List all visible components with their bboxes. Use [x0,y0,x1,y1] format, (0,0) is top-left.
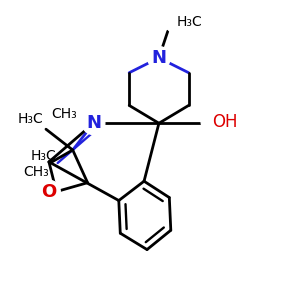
Circle shape [82,112,105,134]
Circle shape [66,103,88,126]
Text: N: N [86,114,101,132]
Text: N: N [152,49,166,67]
Text: H₃C: H₃C [31,149,57,163]
Text: H₃C: H₃C [17,112,43,126]
Circle shape [166,11,188,34]
Text: CH₃: CH₃ [23,165,49,179]
Circle shape [38,180,60,203]
Text: O: O [41,183,57,201]
Circle shape [148,46,170,69]
Text: H₃C: H₃C [177,15,202,29]
Circle shape [20,145,42,167]
Circle shape [201,110,224,133]
Text: CH₃: CH₃ [51,107,77,121]
Text: OH: OH [212,113,238,131]
